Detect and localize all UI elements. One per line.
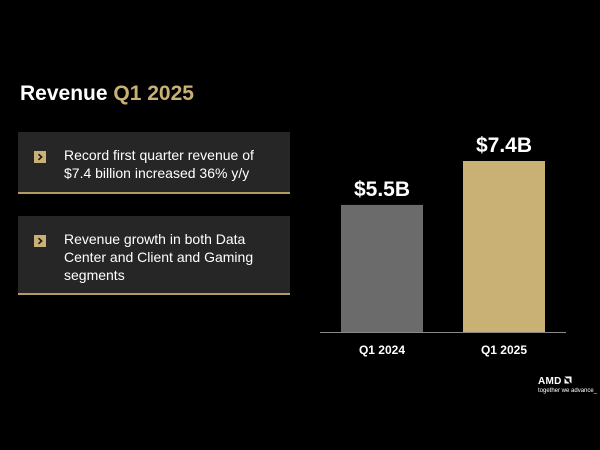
bar-q1-2024 <box>341 204 423 332</box>
bullet-card-1: Record first quarter revenue of $7.4 bil… <box>18 132 290 194</box>
slide-title: Revenue Q1 2025 <box>20 82 194 106</box>
chevron-right-icon <box>34 151 46 163</box>
logo-wordmark: AMD <box>538 376 562 387</box>
chevron-right-icon <box>34 235 46 247</box>
bullet-text-1: Record first quarter revenue of $7.4 bil… <box>64 147 254 181</box>
title-prefix: Revenue <box>20 82 114 105</box>
amd-arrow-icon <box>564 376 572 387</box>
amd-logo: AMD together we advance_ <box>538 376 598 395</box>
bullet-card-2: Revenue growth in both Data Center and C… <box>18 216 290 295</box>
data-label: $7.4B <box>476 134 532 157</box>
bar-q1-2025 <box>463 161 545 332</box>
x-tick-label: Q1 2025 <box>481 343 527 357</box>
x-tick-label: Q1 2024 <box>359 343 405 357</box>
revenue-bar-chart: $5.5B Q1 2024 $7.4B Q1 2025 <box>320 134 566 357</box>
data-label: $5.5B <box>354 178 410 201</box>
logo-tagline: together we advance_ <box>538 388 598 394</box>
title-highlight: Q1 2025 <box>113 82 194 105</box>
bullet-text-2: Revenue growth in both Data Center and C… <box>64 231 254 283</box>
